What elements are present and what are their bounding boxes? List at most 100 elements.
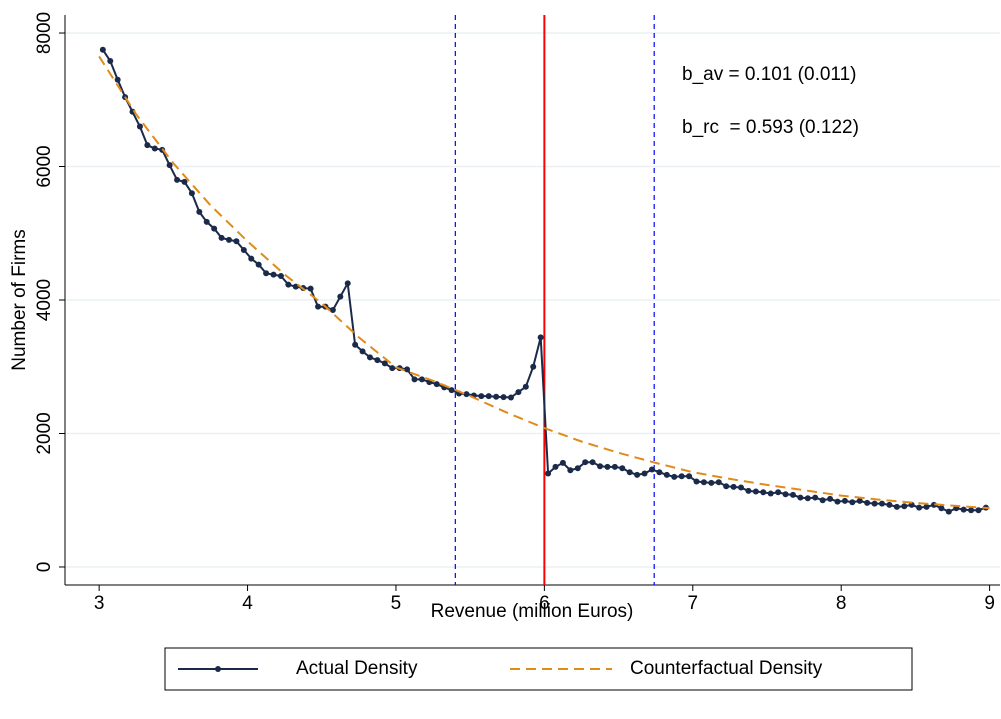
data-point [337,293,344,300]
data-point [804,495,811,502]
data-point [404,366,411,373]
data-point [463,391,470,398]
data-point [352,341,359,348]
data-point [671,473,678,480]
data-point [277,272,284,279]
data-point [433,381,440,388]
data-point [248,255,255,262]
legend-marker [215,666,221,672]
data-point [886,501,893,508]
data-point [775,489,782,496]
data-point [144,142,151,149]
data-point [789,491,796,498]
data-point [181,178,188,185]
data-point [329,307,336,314]
y-tick-label: 2000 [34,412,55,454]
data-point [545,470,552,477]
data-point [841,497,848,504]
data-point [879,500,886,507]
data-point [151,145,158,152]
data-point [582,459,589,466]
data-point [834,498,841,505]
data-point [225,236,232,243]
x-tick-label: 6 [539,593,550,614]
data-point [819,497,826,504]
data-point [218,234,225,241]
data-point [916,504,923,511]
data-point [522,383,529,390]
data-point [211,225,218,232]
y-tick-label: 8000 [34,12,55,54]
data-point [752,488,759,495]
data-point [730,483,737,490]
data-point [359,348,366,355]
data-point [485,393,492,400]
legend-label: Actual Density [296,658,418,679]
series-line [98,55,990,510]
data-point [389,365,396,372]
data-point [411,376,418,383]
legend-box [164,647,913,691]
data-point [693,478,700,485]
data-point [552,463,559,470]
data-point [968,507,975,514]
x-tick-label: 8 [836,593,847,614]
data-point [493,393,500,400]
x-tick-label: 7 [687,593,698,614]
annotation: b_rc = 0.593 (0.122) [682,117,859,138]
data-point [515,389,522,396]
data-point [938,505,945,512]
annotation: b_av = 0.101 (0.011) [682,64,856,85]
data-point [760,489,767,496]
data-point [374,357,381,364]
data-point [478,393,485,400]
data-point [448,387,455,394]
data-point [849,499,856,506]
data-point [648,466,655,473]
data-point [626,469,633,476]
x-tick-label: 5 [391,593,402,614]
data-point [589,459,596,466]
data-point [344,280,351,287]
data-point [240,246,247,253]
data-point [634,471,641,478]
data-point [530,363,537,370]
data-point [418,376,425,383]
y-tick-label: 4000 [34,279,55,321]
y-tick-label: 0 [34,562,55,573]
x-tick-label: 4 [242,593,253,614]
data-point [366,354,373,361]
data-point [166,162,173,169]
data-point [507,394,514,401]
data-point [738,484,745,491]
data-point [871,500,878,507]
data-point [99,46,106,53]
x-tick-label: 9 [984,593,995,614]
data-point [827,495,834,502]
data-point [700,479,707,486]
data-point [619,465,626,472]
x-axis-title: Revenue (million Euros) [431,601,634,622]
data-point [782,491,789,498]
data-point [678,473,685,480]
data-point [114,76,121,83]
data-point [136,123,143,130]
data-point [597,463,604,470]
data-point [641,470,648,477]
data-point [656,469,663,476]
x-tick-label: 3 [94,593,105,614]
data-point [864,499,871,506]
data-point [923,503,930,510]
data-point [945,508,952,515]
data-point [188,190,195,197]
data-point [856,497,863,504]
data-point [559,459,566,466]
data-point [611,463,618,470]
data-point [263,270,270,277]
data-point [745,487,752,494]
y-tick-label: 6000 [34,145,55,187]
data-point [663,471,670,478]
data-point [107,58,114,65]
data-point [975,507,982,514]
